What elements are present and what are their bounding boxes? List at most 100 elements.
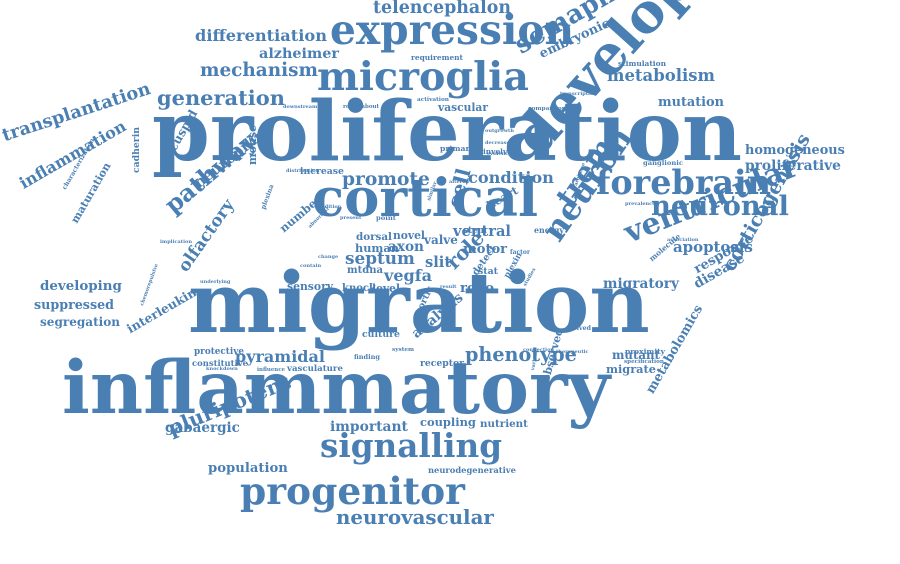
word-forebrain: forebrain bbox=[596, 163, 772, 202]
word-nutrient: nutrient bbox=[480, 418, 528, 430]
word-migrate: migrate bbox=[606, 362, 656, 376]
word-axon: axon bbox=[388, 239, 424, 255]
word-mechanism: mechanism bbox=[200, 60, 318, 81]
word-change: change bbox=[318, 254, 339, 260]
word-coupling: coupling bbox=[420, 415, 476, 429]
word-vascular: vascular bbox=[438, 101, 488, 114]
word-roundabout: roundabout bbox=[343, 104, 380, 110]
word-phenotype: phenotype bbox=[465, 343, 577, 366]
word-level: level bbox=[372, 282, 401, 295]
word-plexina: plexina bbox=[259, 183, 276, 211]
word-apoptosis: apoptosis bbox=[673, 238, 753, 256]
word-outgrowth: outgrowth bbox=[485, 128, 514, 134]
word-culture: culture bbox=[362, 329, 400, 340]
word-differentiation: differentiation bbox=[195, 26, 327, 45]
word-evidence: evidence bbox=[487, 151, 512, 157]
word-present: present bbox=[340, 215, 362, 221]
word-comparison: comparison bbox=[528, 106, 566, 112]
word-novel: novel bbox=[393, 229, 425, 242]
word-association: association bbox=[667, 237, 699, 243]
word-influence: influence bbox=[257, 367, 285, 373]
word-specification: specification bbox=[624, 359, 664, 365]
word-distribution: distribution bbox=[286, 168, 320, 174]
word-downstream: downstream bbox=[283, 104, 318, 110]
word-connection: connection bbox=[523, 347, 555, 353]
word-stat: stat bbox=[478, 266, 499, 277]
word-finding: finding bbox=[354, 353, 380, 361]
word-protective: protective bbox=[194, 347, 244, 357]
word-altered: altered bbox=[449, 179, 469, 185]
word-therapeutic: therapeutic bbox=[556, 349, 589, 355]
word-requirement: requirement bbox=[411, 53, 463, 62]
word-factor: factor bbox=[510, 249, 531, 256]
word-primary: primary bbox=[440, 144, 474, 153]
word-septum: septum bbox=[345, 248, 415, 268]
word-condition: condition bbox=[468, 168, 554, 187]
word-decrease: decrease bbox=[485, 140, 510, 146]
word-constitutive: constitutive bbox=[192, 358, 248, 368]
word-slit: slit bbox=[425, 254, 452, 271]
word-transplantation: transplantation bbox=[0, 78, 154, 147]
word-cortical: cortical bbox=[312, 167, 539, 229]
word-valve: valve bbox=[424, 233, 458, 247]
word-energy: energy bbox=[534, 226, 564, 235]
word-dorsal: dorsal bbox=[356, 231, 392, 243]
word-chemorepulsive: chemorepulsive bbox=[139, 263, 160, 307]
word-cadherin: cadherin bbox=[131, 127, 142, 173]
word-migratory: migratory bbox=[603, 276, 679, 292]
word-progenitor: progenitor bbox=[240, 469, 465, 513]
word-transcription: transcription bbox=[560, 91, 597, 97]
word-derived: derived bbox=[565, 325, 591, 332]
word-underlying: underlying bbox=[200, 279, 231, 285]
word-neuronal: neuronal bbox=[651, 190, 789, 222]
word-neurovascular: neurovascular bbox=[336, 505, 494, 529]
word-pyramidal: pyramidal bbox=[235, 347, 325, 366]
word-contain: contain bbox=[300, 263, 322, 269]
word-metabolism: metabolism bbox=[607, 66, 715, 85]
word-gabaergic: gabaergic bbox=[165, 420, 240, 436]
word-robo: robo bbox=[460, 281, 494, 296]
word-signalling: signalling bbox=[320, 426, 503, 465]
word-population: population bbox=[208, 461, 288, 476]
word-generation: generation bbox=[157, 85, 285, 110]
word-sensory: sensory bbox=[287, 280, 334, 293]
word-important: important bbox=[330, 419, 408, 435]
word-knock: knock bbox=[342, 283, 376, 294]
word-alzheimer: alzheimer bbox=[259, 45, 339, 62]
word-involved: involved bbox=[483, 147, 517, 156]
word-migration: migration bbox=[188, 254, 650, 352]
word-developing: developing bbox=[40, 278, 122, 294]
word-vegfa: vegfa bbox=[384, 266, 433, 285]
word-segregation: segregation bbox=[40, 315, 121, 329]
word-ganglionic: ganglionic bbox=[643, 159, 683, 167]
word-stimulation: stimulation bbox=[618, 59, 666, 68]
word-system: system bbox=[392, 347, 414, 353]
word-telencephalon: telencephalon bbox=[373, 0, 511, 18]
word-expression: expression bbox=[330, 6, 575, 54]
word-mutant: mutant bbox=[612, 348, 660, 362]
word-mtdna: mtdna bbox=[347, 265, 383, 276]
word-addition: addition bbox=[318, 204, 342, 210]
word-microglia: microglia bbox=[317, 54, 529, 100]
word-receptor: receptor bbox=[420, 358, 464, 369]
word-prevalence: prevalence bbox=[625, 201, 656, 207]
word-increase: increase bbox=[300, 166, 344, 177]
word-neurodegenerative: neurodegenerative bbox=[428, 465, 516, 475]
word-proliferation: proliferation bbox=[152, 82, 742, 180]
word-proximity: proximity bbox=[625, 347, 665, 356]
word-activation: activation bbox=[417, 97, 449, 103]
word-suppressed: suppressed bbox=[34, 297, 114, 312]
word-promote: promote bbox=[342, 168, 430, 190]
word-proliferative: proliferative bbox=[745, 158, 841, 174]
word-stem: stem bbox=[463, 226, 487, 236]
word-homogeneous: homogeneous bbox=[745, 143, 845, 158]
word-motor: motor bbox=[463, 242, 508, 257]
word-vasculature: vasculature bbox=[287, 364, 343, 374]
word-human: human bbox=[355, 241, 399, 255]
word-result: result bbox=[440, 284, 457, 290]
word-inflammatory: inflammatory bbox=[62, 345, 611, 431]
word-mutation: mutation bbox=[658, 95, 724, 110]
word-implication: implication bbox=[160, 239, 192, 245]
word-point: point bbox=[376, 214, 396, 222]
